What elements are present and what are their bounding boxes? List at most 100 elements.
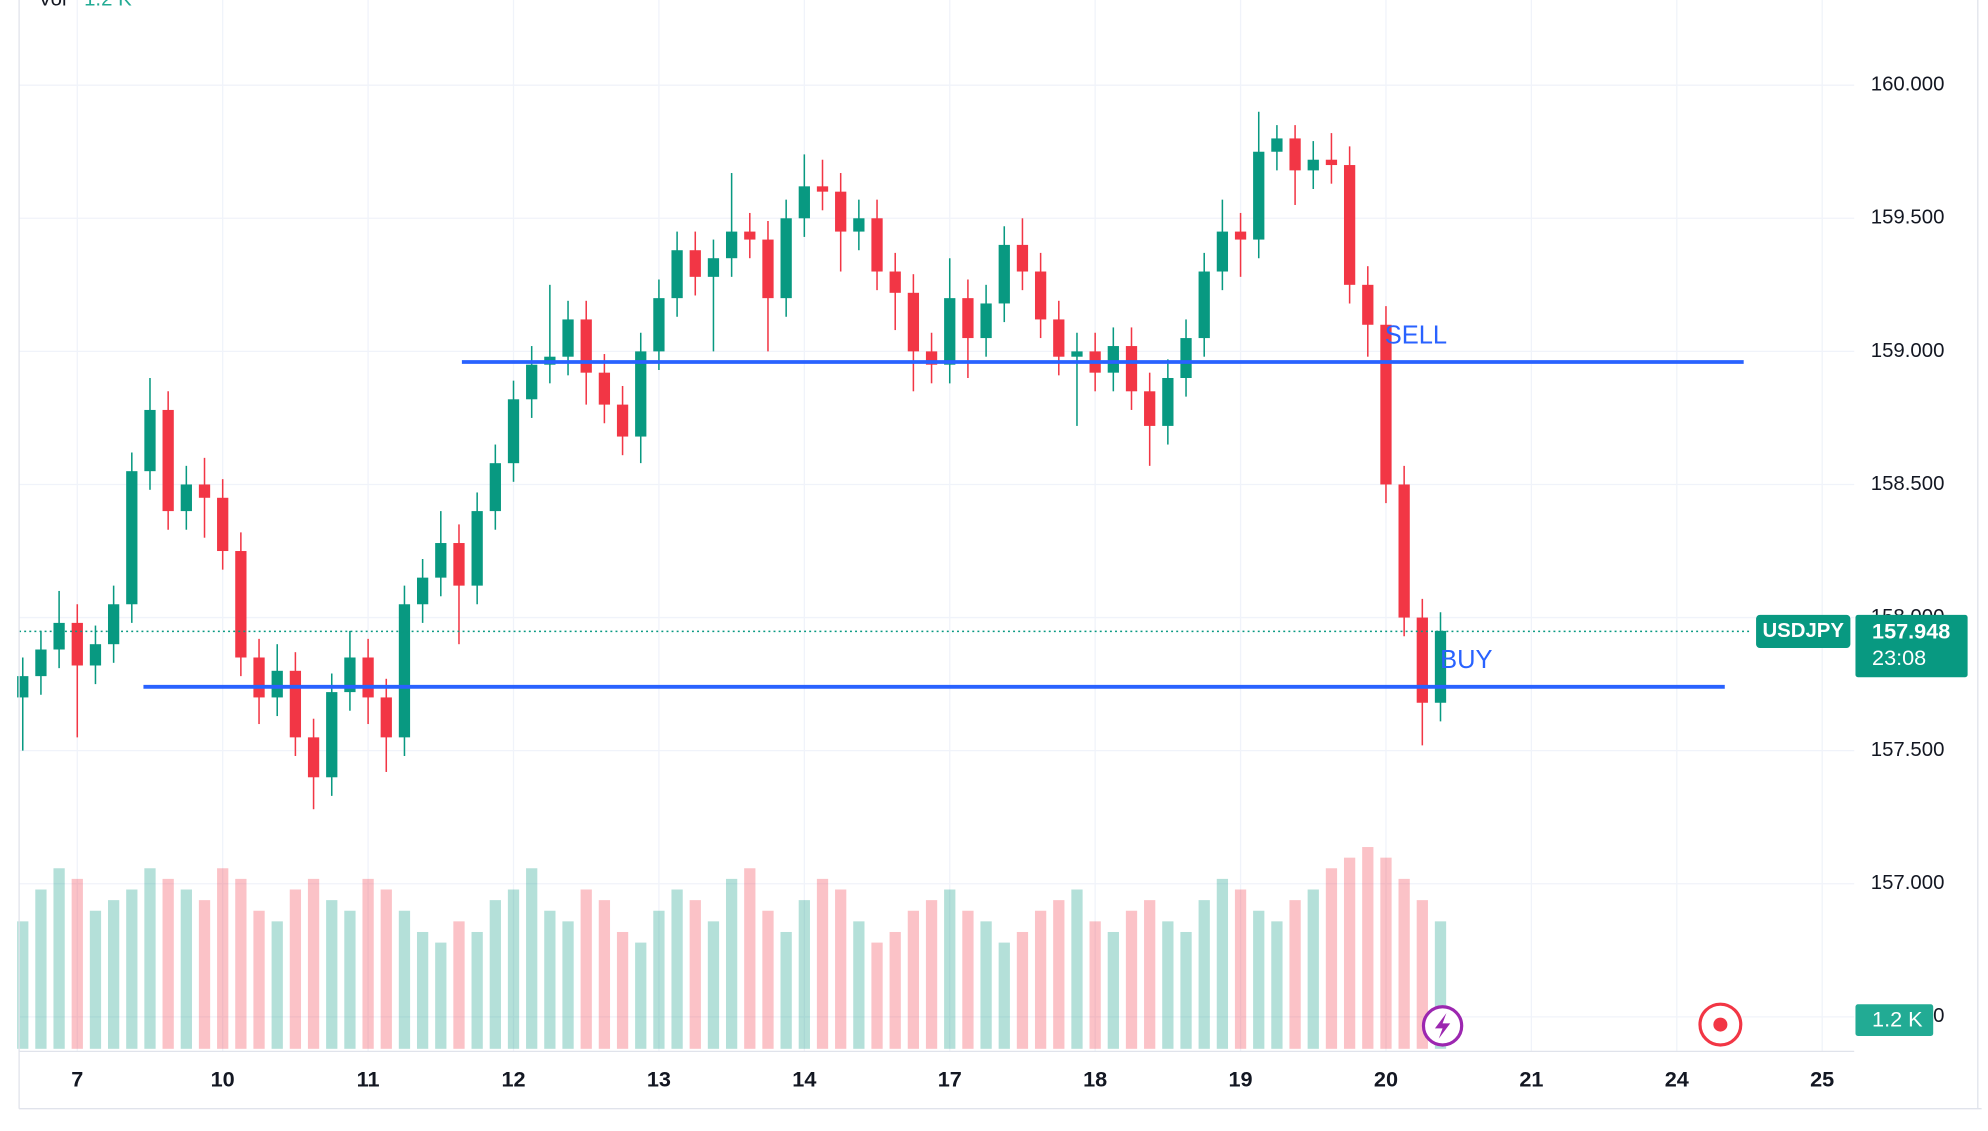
candle-body xyxy=(944,298,956,365)
volume-bar xyxy=(1362,847,1374,1049)
volume-bar xyxy=(1034,910,1047,1049)
x-tick-label: 10 xyxy=(211,1066,235,1091)
volume-bar xyxy=(1325,868,1338,1049)
volume-bar xyxy=(526,868,538,1049)
volume-bar xyxy=(816,878,829,1049)
candle-body xyxy=(107,604,120,645)
volume-bar xyxy=(398,910,411,1049)
volume-bar xyxy=(1398,878,1410,1049)
volume-bar xyxy=(944,889,956,1049)
volume-bar xyxy=(1107,931,1119,1049)
candle-body xyxy=(1343,165,1356,285)
volume-bar xyxy=(453,921,465,1049)
candle-body xyxy=(162,409,174,512)
alert-icon[interactable] xyxy=(1421,1005,1464,1047)
candle-body xyxy=(1307,159,1319,171)
volume-bar xyxy=(580,889,592,1049)
volume-bar xyxy=(562,921,574,1049)
candle-body xyxy=(471,511,483,586)
candle-body xyxy=(1162,377,1174,426)
volume-bar xyxy=(744,868,756,1049)
x-tick-label: 17 xyxy=(938,1066,962,1091)
candle-body xyxy=(1380,324,1392,485)
volume-bar xyxy=(126,889,138,1049)
candle-body xyxy=(489,463,501,512)
volume-title-value: 1.2 K xyxy=(84,0,132,10)
x-tick-label: 14 xyxy=(792,1066,816,1091)
candle-body xyxy=(725,231,738,259)
candle-body xyxy=(35,649,47,677)
candle-body xyxy=(1107,346,1119,373)
candle-body xyxy=(1034,271,1047,320)
candle-body xyxy=(144,409,156,472)
volume-bar xyxy=(144,868,156,1049)
candle-body xyxy=(1016,244,1029,272)
countdown-label: 23:08 xyxy=(1872,645,1926,670)
candle-body xyxy=(53,622,65,650)
candle-body xyxy=(362,657,374,698)
volume-bar xyxy=(1216,878,1229,1049)
volume-bar xyxy=(1234,889,1247,1049)
x-tick-label: 13 xyxy=(647,1066,671,1091)
volume-bar xyxy=(380,889,392,1049)
y-tick-label: 157.000 xyxy=(1871,872,1945,894)
volume-bar xyxy=(416,931,429,1049)
volume-bar xyxy=(435,942,447,1049)
candle-body xyxy=(907,292,920,352)
last-price-label: 157.948 xyxy=(1872,618,1950,643)
volume-bar xyxy=(1071,889,1083,1049)
record-icon[interactable] xyxy=(1698,1002,1743,1047)
volume-bar xyxy=(998,942,1010,1049)
volume-bar xyxy=(326,900,338,1049)
x-tick-label: 24 xyxy=(1665,1066,1689,1091)
candle-body xyxy=(1125,346,1138,392)
volume-bar xyxy=(980,921,992,1049)
candle-body xyxy=(1180,338,1192,378)
candle-body xyxy=(1271,138,1283,152)
lightning-glyph xyxy=(1434,1013,1451,1039)
candle-body xyxy=(1071,351,1083,357)
candle-body xyxy=(653,298,665,352)
candle-body xyxy=(689,250,701,277)
volume-bar xyxy=(289,889,302,1049)
candle-body xyxy=(326,692,338,778)
candle-body xyxy=(398,604,411,738)
grid xyxy=(19,0,1855,1052)
candle-body xyxy=(1198,271,1210,339)
candle-body xyxy=(1398,484,1410,618)
candle-body xyxy=(507,399,520,464)
volume-bar xyxy=(616,931,629,1049)
volume-bar xyxy=(17,921,29,1049)
candle-body xyxy=(598,372,611,405)
x-tick-label: 11 xyxy=(357,1066,380,1091)
volume-bar xyxy=(1416,900,1428,1049)
candle-body xyxy=(925,351,938,365)
volume-bar xyxy=(1380,857,1392,1049)
candle-body xyxy=(671,250,683,299)
x-tick-label: 18 xyxy=(1083,1066,1107,1091)
volume-badge xyxy=(1855,1004,1934,1037)
volume-bar xyxy=(707,921,720,1049)
volume-bar xyxy=(89,910,102,1049)
volume-bar xyxy=(780,931,792,1049)
overlay: SELL BUY xyxy=(19,321,1753,689)
x-tick-label: 7 xyxy=(71,1066,83,1091)
volume-bar xyxy=(198,900,211,1049)
y-tick-label: 159.000 xyxy=(1871,340,1945,362)
volume-bar xyxy=(962,910,974,1049)
candle-body xyxy=(235,551,247,658)
candle-body xyxy=(998,244,1010,304)
candle-body xyxy=(1434,630,1447,703)
candle-body xyxy=(1216,231,1229,272)
volume-bar xyxy=(1343,857,1356,1049)
candle-body xyxy=(853,218,865,232)
symbol-badge xyxy=(1756,614,1851,648)
volume-bar xyxy=(853,921,865,1049)
volume-bar xyxy=(544,910,556,1049)
candle-body xyxy=(1416,617,1428,703)
candle-body xyxy=(707,258,720,277)
candle-body xyxy=(798,186,810,219)
candle-body xyxy=(780,218,792,299)
volume-bar xyxy=(1434,921,1447,1049)
